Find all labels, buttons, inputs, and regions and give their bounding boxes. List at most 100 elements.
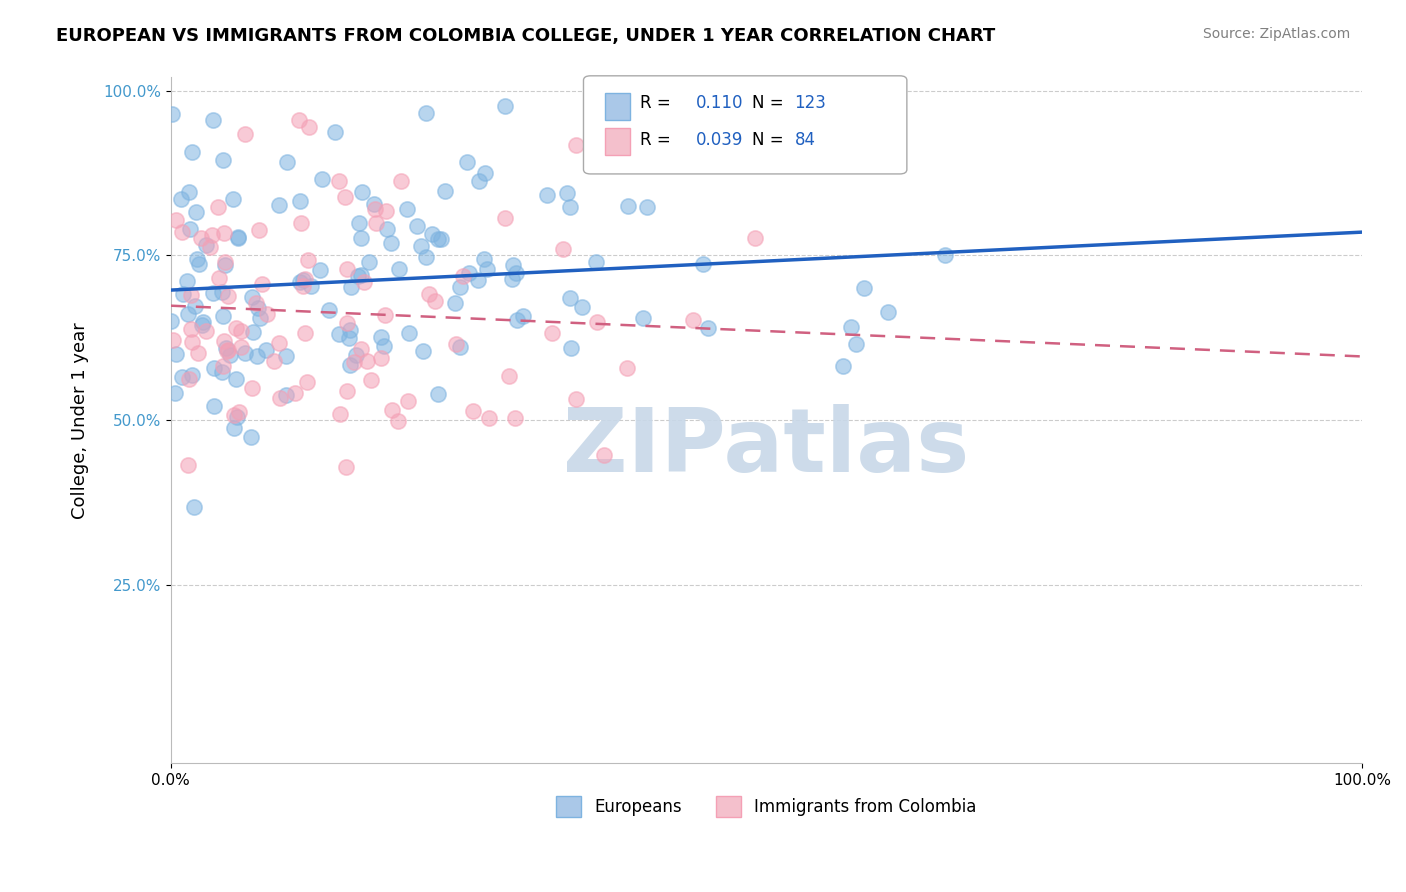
Point — [381, 403, 404, 417]
Point — [240, 290, 263, 304]
Y-axis label: College, Under 1 year: College, Under 1 year — [72, 322, 89, 518]
Point — [555, 186, 578, 200]
Point — [350, 342, 373, 356]
Point — [191, 314, 214, 328]
Point — [389, 174, 412, 188]
Point — [249, 311, 271, 326]
Point — [418, 287, 440, 301]
Point — [201, 227, 224, 242]
Point — [375, 222, 398, 236]
Point — [181, 145, 204, 159]
Point — [263, 354, 285, 368]
Point — [449, 280, 471, 294]
Point — [269, 391, 291, 405]
Point — [631, 311, 654, 326]
Point — [363, 197, 385, 211]
Point — [845, 337, 868, 351]
Point — [229, 325, 252, 339]
Point — [686, 154, 709, 169]
Point — [934, 247, 956, 261]
Point — [240, 380, 263, 394]
Point — [198, 239, 221, 253]
Point — [214, 258, 236, 272]
Point — [222, 408, 245, 422]
Point — [374, 308, 396, 322]
Point — [291, 278, 314, 293]
Point — [744, 231, 766, 245]
Point — [430, 232, 453, 246]
Point — [166, 347, 188, 361]
Point — [444, 295, 467, 310]
Point — [461, 404, 484, 418]
Point — [337, 331, 360, 345]
Point — [187, 345, 209, 359]
Point — [195, 324, 218, 338]
Point — [409, 238, 432, 252]
Point — [212, 334, 235, 349]
Point — [202, 361, 225, 376]
Point — [215, 341, 238, 355]
Point — [388, 262, 411, 277]
Point — [565, 392, 588, 407]
Point — [370, 330, 392, 344]
Point — [586, 315, 609, 329]
Point — [360, 373, 382, 387]
Point — [172, 225, 194, 239]
Point — [170, 370, 193, 384]
Point — [422, 227, 444, 241]
Point — [396, 394, 419, 409]
Point — [415, 105, 437, 120]
Point — [333, 190, 356, 204]
Point — [853, 281, 876, 295]
Point — [222, 192, 245, 206]
Point — [339, 279, 361, 293]
Point — [217, 343, 239, 357]
Point — [186, 252, 208, 266]
Point — [180, 322, 202, 336]
Point — [239, 430, 262, 444]
Point — [335, 459, 357, 474]
Point — [247, 301, 270, 315]
Point — [415, 250, 437, 264]
Point — [494, 99, 516, 113]
Point — [177, 185, 200, 199]
Point — [502, 258, 524, 272]
Point — [290, 275, 312, 289]
Point — [512, 309, 534, 323]
Point — [290, 216, 312, 230]
Point — [183, 299, 205, 313]
Point — [350, 231, 373, 245]
Point — [202, 286, 225, 301]
Point — [474, 166, 496, 180]
Point — [215, 343, 238, 358]
Point — [494, 211, 516, 225]
Point — [183, 500, 205, 514]
Point — [505, 266, 527, 280]
Point — [617, 199, 640, 213]
Point — [162, 107, 184, 121]
Text: Source: ZipAtlas.com: Source: ZipAtlas.com — [1202, 27, 1350, 41]
Point — [308, 262, 330, 277]
Point — [832, 359, 855, 374]
Point — [571, 301, 593, 315]
Point — [592, 449, 614, 463]
Legend: Europeans, Immigrants from Colombia: Europeans, Immigrants from Colombia — [550, 789, 983, 823]
Point — [364, 202, 387, 216]
Point — [254, 343, 277, 357]
Point — [406, 219, 429, 234]
Point — [343, 354, 366, 368]
Point — [208, 271, 231, 285]
Point — [477, 262, 499, 277]
Point — [336, 262, 359, 277]
Point — [170, 192, 193, 206]
Point — [287, 112, 309, 127]
Point — [195, 237, 218, 252]
Point — [370, 351, 392, 366]
Point — [364, 216, 387, 230]
Point — [374, 204, 396, 219]
Point — [211, 285, 233, 300]
Point — [467, 273, 489, 287]
Point — [291, 272, 314, 286]
Point — [427, 232, 450, 246]
Point — [478, 411, 501, 425]
